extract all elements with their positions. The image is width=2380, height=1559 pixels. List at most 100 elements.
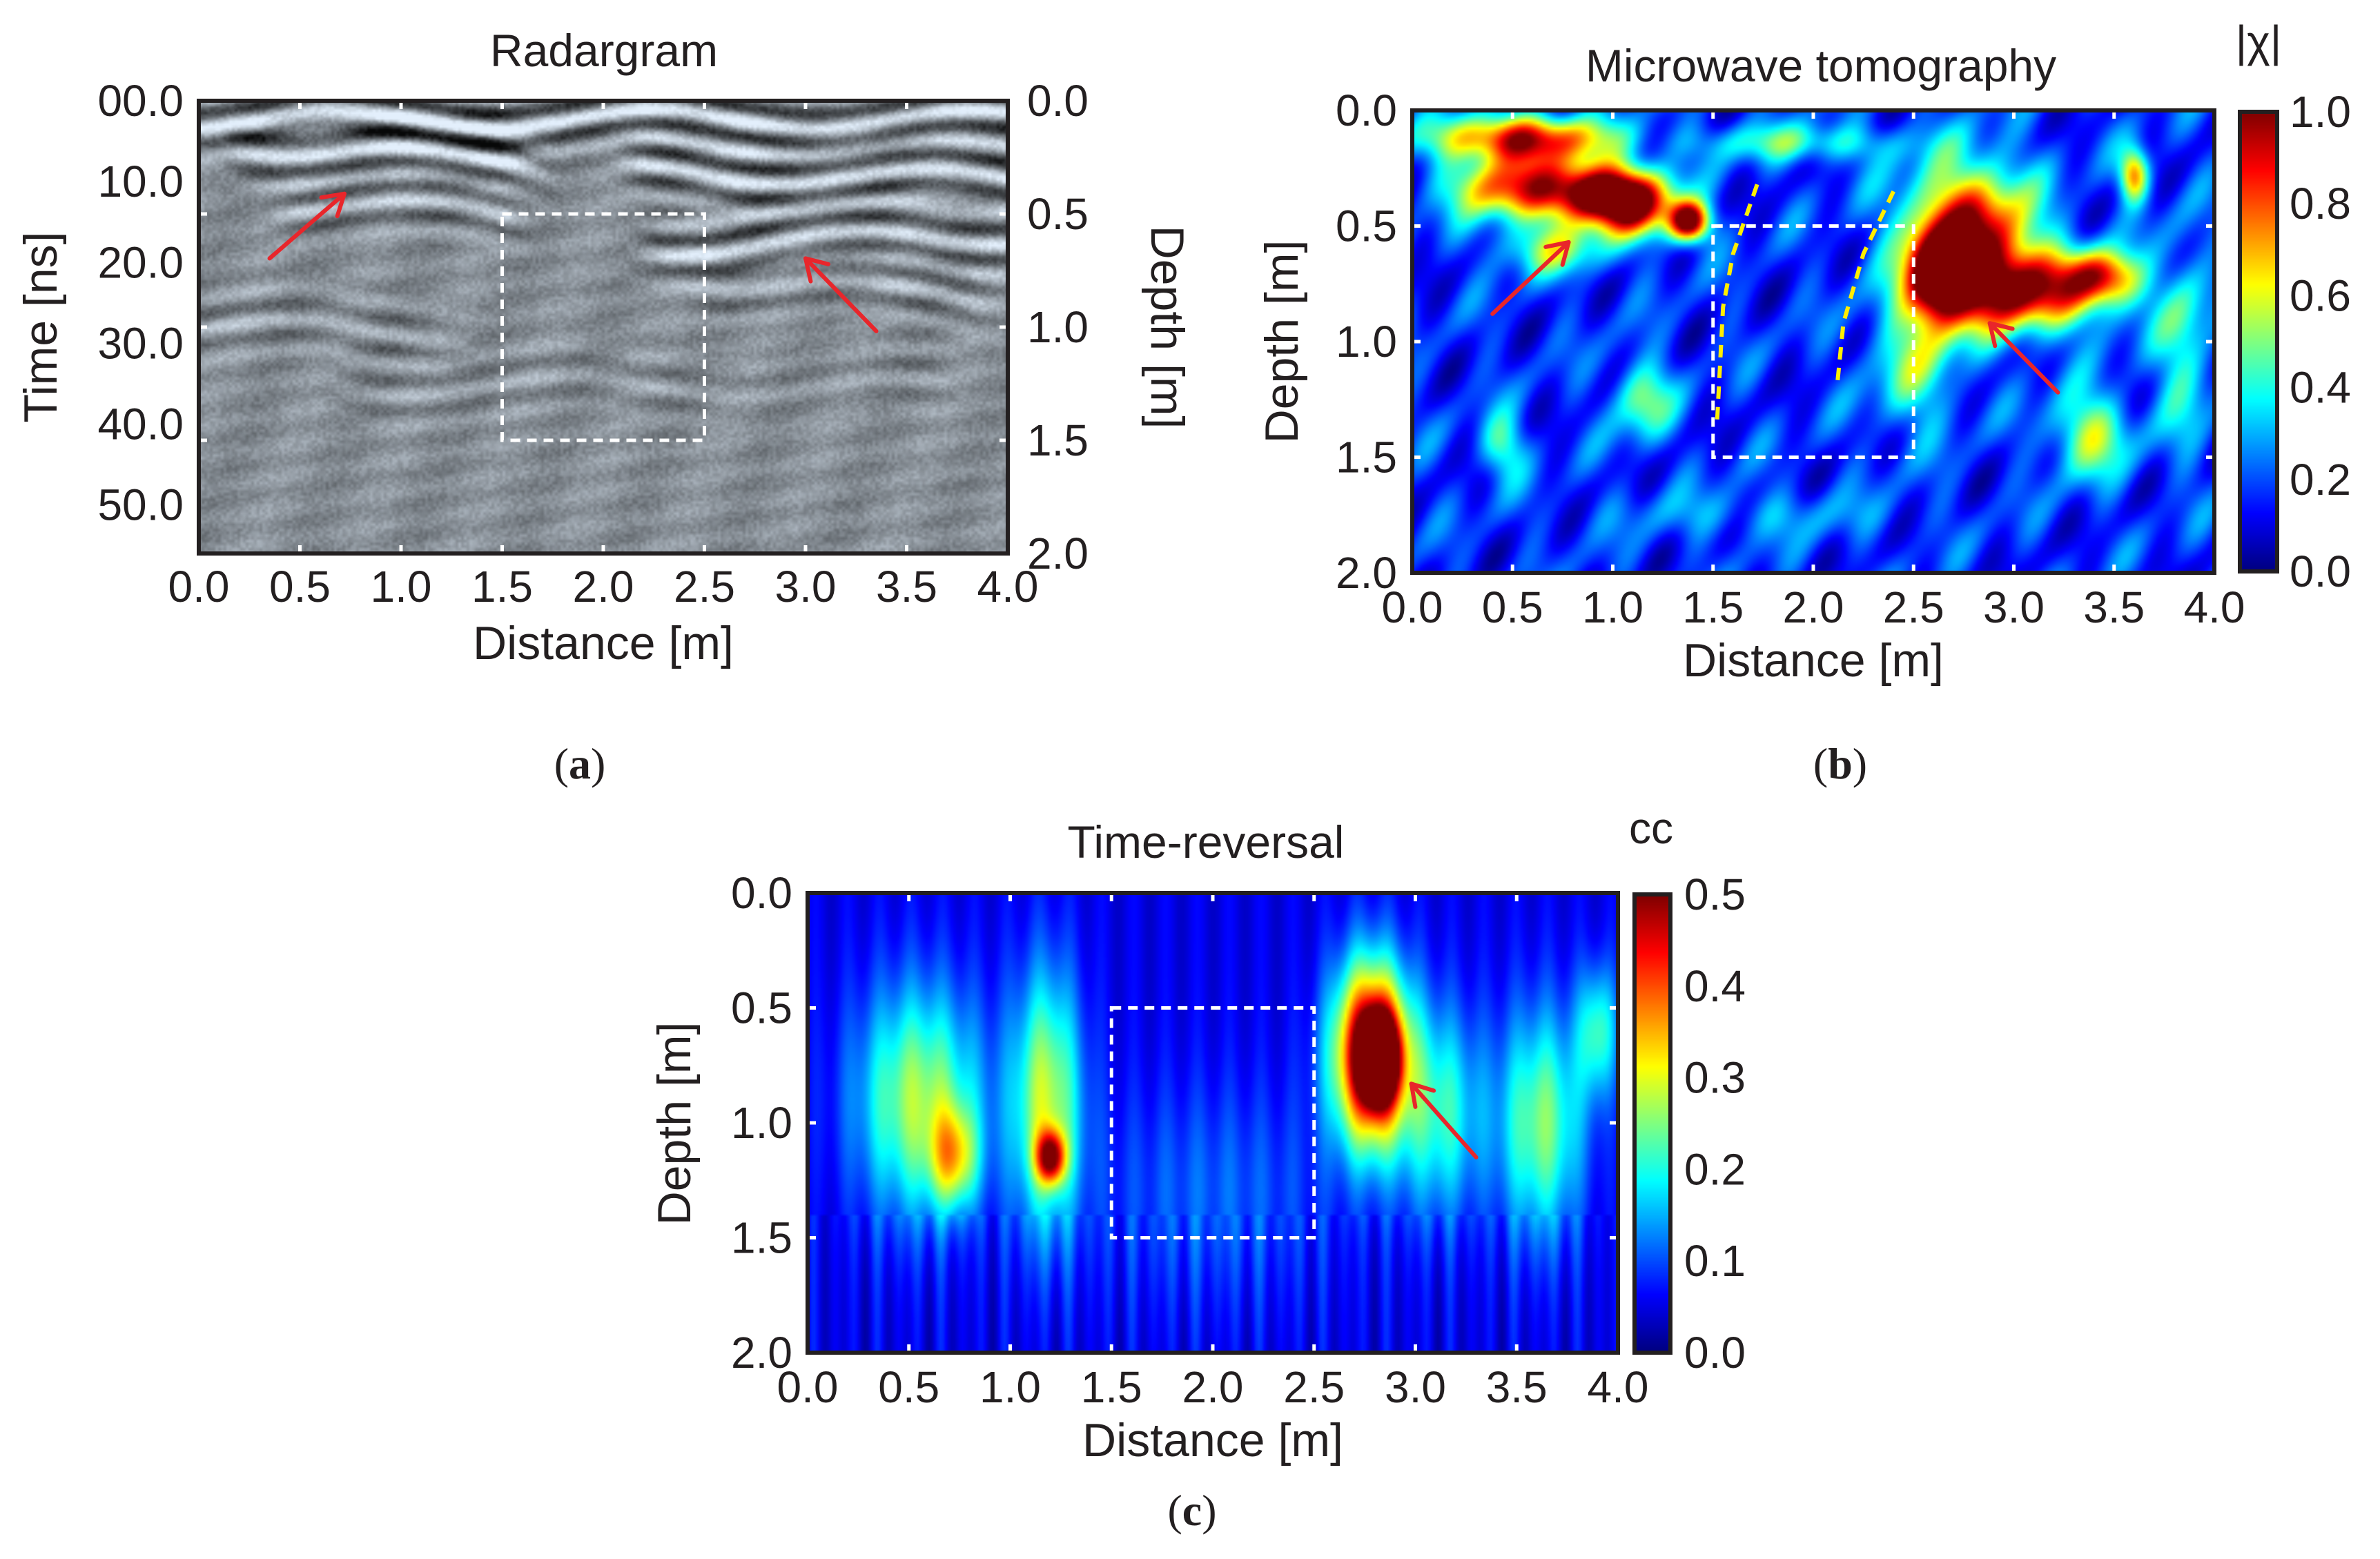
panel-c-arrows [1409,1081,1479,1159]
panel-c-y-tick-labels: 0.0 0.5 1.0 1.5 2.0 [731,868,792,1377]
x-tick-label: 3.5 [1486,1362,1548,1412]
annotation-arrow [1409,1081,1479,1159]
colorbar-tick-label: 0.5 [1684,870,1746,919]
y-tick-label: 1.0 [1336,317,1397,366]
arrow-head [803,256,830,284]
y-tick-label: 1.5 [1027,415,1089,465]
colorbar-tick-label: 1.0 [2290,87,2351,137]
time-reversal-image [808,893,1618,1353]
panel-a-x-tick-labels: 0.0 0.5 1.0 1.5 2.0 2.5 3.0 3.5 4.0 [168,562,1039,611]
panel-b-x-axis-label: Distance [m] [1683,634,1944,687]
panel-b-y-tick-labels: 0.0 0.5 1.0 1.5 2.0 [1336,86,1397,598]
arrow-head [1409,1081,1436,1109]
colorbar-tick-label: 0.0 [2290,547,2351,596]
y-tick-label: 30.0 [97,318,184,368]
panel-b-arrows [1490,239,2060,395]
arrow-head [319,191,347,219]
colorbar-tick-label: 0.4 [1684,961,1746,1011]
x-tick-label: 1.5 [1682,582,1744,632]
x-tick-label: 1.0 [371,562,432,611]
panel-a-roi-box [500,212,706,442]
panel-a-x-axis-label: Distance [m] [473,617,734,669]
arrow-shaft [1987,321,2060,395]
x-tick-label: 0.0 [777,1362,839,1412]
arrow-head [1987,321,2015,349]
colorbar-tick-label: 0.4 [2290,363,2351,413]
panel-c-frame [806,891,1620,1355]
panel-c-colorbar-frame [1632,892,1672,1355]
panel-b-colorbar-frame [2238,110,2279,573]
x-tick-label: 3.0 [775,562,837,611]
colorbar-tick-label: 0.8 [2290,179,2351,228]
radargram-image [199,101,1008,553]
panel-c-title: Time-reversal [1068,816,1345,867]
panel-a-y-axis-label-right: Depth [m] [1141,226,1193,429]
panel-c-x-tick-labels: 0.0 0.5 1.0 1.5 2.0 2.5 3.0 3.5 4.0 [777,1362,1649,1412]
panel-c-time-reversal: Time-reversal 0.0 0.5 1.0 1.5 2.0 2.5 3.… [648,803,1746,1535]
panel-a-frame [197,99,1010,556]
annotation-arrow [1490,239,1571,316]
panel-b-dashed-lines [1715,184,1895,423]
y-tick-label: 2.0 [1336,548,1397,598]
x-tick-label: 1.0 [1582,582,1643,632]
arrow-shaft [267,191,347,261]
panel-b-title: Microwave tomography [1586,40,2056,91]
panel-c-roi-box [1109,1006,1316,1239]
panel-b-colorbar-ticks: 0.0 0.2 0.4 0.6 0.8 1.0 [2290,87,2351,596]
arrow-shaft [1409,1081,1479,1159]
yellow-dashed-line [1835,190,1895,384]
panel-c-letter: c [1182,1486,1202,1535]
x-tick-label: 1.0 [979,1362,1041,1412]
tomography-image [1412,110,2214,573]
y-tick-label: 50.0 [97,480,184,530]
panel-a-letter: a [569,739,591,788]
y-tick-label: 1.0 [1027,302,1089,352]
arrow-head [1543,239,1571,267]
panel-c-x-axis-label: Distance [m] [1082,1414,1343,1467]
panel-b-roi-box [1711,224,1915,459]
x-tick-label: 2.5 [1883,582,1944,632]
panel-a-title: Radargram [490,25,718,76]
panel-a-caption: (a) [554,739,606,788]
annotation-arrow [803,256,879,333]
x-tick-label: 0.5 [1482,582,1543,632]
colorbar-tick-label: 0.2 [1684,1144,1746,1194]
annotation-arrow [267,191,347,261]
x-tick-label: 1.5 [1081,1362,1142,1412]
panel-c-y-axis-label: Depth [m] [648,1022,701,1226]
panel-c-colorbar-label: cc [1629,803,1673,853]
x-tick-label: 0.0 [1382,582,1443,632]
panel-b-caption: (b) [1813,739,1867,788]
y-tick-label: 2.0 [731,1328,792,1377]
y-tick-label: 0.5 [1027,189,1089,239]
x-tick-label: 3.0 [1385,1362,1446,1412]
x-tick-label: 4.0 [1588,1362,1649,1412]
panel-c-colorbar [1635,894,1670,1353]
x-tick-label: 3.5 [2083,582,2145,632]
y-tick-label: 1.5 [1336,433,1397,482]
y-tick-label: 00.0 [97,76,184,126]
y-tick-label: 10.0 [97,157,184,206]
panel-b-tomography: Microwave tomography 0.0 0.5 1.0 1.5 2.0… [1256,17,2351,788]
panel-c-colorbar-ticks: 0.0 0.1 0.2 0.3 0.4 0.5 [1684,870,1746,1377]
colorbar-tick-label: 0.2 [2290,455,2351,504]
y-tick-label: 1.5 [731,1213,792,1263]
panel-c-caption: (c) [1167,1486,1216,1535]
y-tick-label: 0.0 [1336,86,1397,135]
annotation-arrow [1987,321,2060,395]
x-tick-label: 0.5 [269,562,331,611]
panel-a-y-axis-label-left: Time [ns] [14,231,67,422]
y-tick-label: 2.0 [1027,529,1089,578]
colorbar-tick-label: 0.3 [1684,1053,1746,1103]
colorbar-tick-label: 0.6 [2290,271,2351,320]
panel-b-letter: b [1828,739,1853,788]
colorbar-tick-label: 0.1 [1684,1236,1746,1286]
x-tick-label: 3.5 [876,562,937,611]
x-tick-label: 0.0 [168,562,230,611]
y-tick-label: 0.5 [731,983,792,1033]
x-tick-label: 4.0 [977,562,1039,611]
x-tick-label: 3.0 [1983,582,2045,632]
panel-a-arrows [267,191,879,333]
arrow-shaft [1490,239,1571,316]
